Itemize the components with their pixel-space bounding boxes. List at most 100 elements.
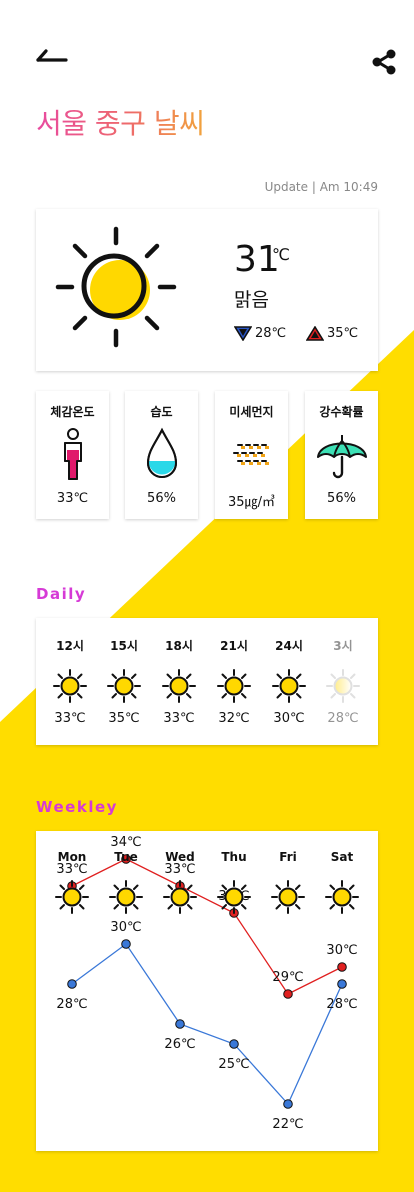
water-drop-icon bbox=[146, 427, 177, 478]
humidity-value: 56% bbox=[147, 491, 176, 506]
weekly-day: Sat bbox=[315, 831, 369, 921]
feels-like-value: 33℃ bbox=[56, 491, 89, 506]
daily-temperature: 30℃ bbox=[273, 711, 305, 726]
back-arrow-icon bbox=[36, 49, 68, 62]
weekly-day: Fri bbox=[261, 831, 315, 921]
low-temperature: 28℃ bbox=[234, 326, 286, 341]
weekly-forecast-card: 33℃34℃33℃32℃29℃30℃28℃30℃26℃25℃22℃28℃ Mon… bbox=[36, 831, 378, 1151]
daily-item: 15시 35℃ bbox=[97, 618, 151, 745]
daily-label: Daily bbox=[36, 585, 87, 603]
back-button[interactable] bbox=[34, 46, 70, 70]
low-temp-point bbox=[121, 939, 131, 949]
low-temp-label: 28℃ bbox=[326, 997, 357, 1012]
daily-time: 21시 bbox=[220, 639, 248, 653]
daily-item: 3시 28℃ bbox=[316, 618, 370, 745]
sun-icon bbox=[107, 669, 141, 703]
daily-time: 18시 bbox=[165, 639, 193, 653]
daily-time: 3시 bbox=[333, 639, 353, 653]
daily-item: 12시 33℃ bbox=[43, 618, 97, 745]
precipitation-card: 강수확률 56% bbox=[305, 391, 378, 519]
daily-time: 15시 bbox=[110, 639, 138, 653]
weekly-day: Thu bbox=[207, 831, 261, 921]
sun-icon bbox=[325, 880, 359, 914]
weekday-label: Thu bbox=[221, 850, 247, 864]
precipitation-value: 56% bbox=[327, 491, 356, 506]
sun-icon bbox=[162, 669, 196, 703]
high-temp-label: 29℃ bbox=[272, 970, 303, 985]
umbrella-icon bbox=[316, 435, 367, 479]
low-temp-point bbox=[229, 1039, 239, 1049]
daily-forecast-card: 12시 33℃ 15시 35℃ 18시 33℃ 21시 32℃ 24시 30℃ 3시 28℃ bbox=[36, 618, 378, 745]
page-title: 서울 중구 날씨 bbox=[36, 102, 205, 142]
low-temp-label: 30℃ bbox=[110, 920, 141, 935]
person-thermometer-icon bbox=[63, 428, 82, 480]
high-temperature: 35℃ bbox=[306, 326, 358, 341]
sun-icon bbox=[55, 880, 89, 914]
sun-icon bbox=[217, 880, 251, 914]
daily-time: 24시 bbox=[275, 639, 303, 653]
update-time: Update | Am 10:49 bbox=[264, 180, 378, 194]
high-temp-label: 34℃ bbox=[110, 835, 141, 850]
weekday-label: Sat bbox=[330, 850, 354, 864]
sun-icon bbox=[271, 880, 305, 914]
weekday-label: Tue bbox=[114, 850, 138, 864]
feels-like-card: 체감온도 33℃ bbox=[36, 391, 109, 519]
fine-dust-title: 미세먼지 bbox=[229, 405, 274, 419]
low-temp-label: 22℃ bbox=[272, 1117, 303, 1132]
high-temp-point bbox=[121, 854, 131, 864]
low-temp-line bbox=[71, 943, 343, 1106]
daily-item: 18시 33℃ bbox=[152, 618, 206, 745]
current-weather-card: 31 ℃ 맑음 28℃ 35℃ bbox=[36, 209, 378, 371]
weekly-day: Mon bbox=[45, 831, 99, 921]
daily-item: 24시 30℃ bbox=[262, 618, 316, 745]
high-temp-label: 33℃ bbox=[164, 862, 195, 877]
high-temperature-value: 35℃ bbox=[327, 326, 359, 341]
low-temp-label: 26℃ bbox=[164, 1037, 195, 1052]
low-temp-label: 28℃ bbox=[56, 997, 87, 1012]
high-temp-label: 33℃ bbox=[56, 862, 87, 877]
low-temperature-value: 28℃ bbox=[255, 326, 287, 341]
daily-temperature: 35℃ bbox=[108, 711, 140, 726]
current-temperature: 31 bbox=[234, 239, 280, 280]
weekly-day: Tue bbox=[99, 831, 153, 921]
high-temp-line bbox=[71, 858, 343, 995]
high-temp-icon bbox=[306, 326, 324, 341]
weekday-label: Wed bbox=[165, 850, 195, 864]
low-temp-point bbox=[175, 1019, 185, 1029]
sun-icon bbox=[272, 669, 306, 703]
sun-icon bbox=[55, 226, 177, 348]
low-temp-point bbox=[337, 979, 347, 989]
sun-icon bbox=[53, 669, 87, 703]
daily-time: 12시 bbox=[56, 639, 84, 653]
sun-icon bbox=[217, 669, 251, 703]
high-temp-point bbox=[337, 962, 347, 972]
sun-icon bbox=[163, 880, 197, 914]
sun-icon bbox=[326, 669, 360, 703]
weekday-label: Mon bbox=[57, 850, 87, 864]
fine-dust-card: 미세먼지 35㎍/㎥ bbox=[215, 391, 288, 519]
low-temp-point bbox=[283, 1099, 293, 1109]
weekly-day: Wed bbox=[153, 831, 207, 921]
feels-like-title: 체감온도 bbox=[50, 405, 95, 419]
low-temp-label: 25℃ bbox=[218, 1057, 249, 1072]
low-temp-point bbox=[67, 979, 77, 989]
sun-icon bbox=[109, 880, 143, 914]
dust-icon bbox=[232, 444, 269, 465]
weekday-label: Fri bbox=[279, 850, 297, 864]
fine-dust-value: 35㎍/㎥ bbox=[228, 495, 275, 510]
share-button[interactable] bbox=[370, 48, 398, 76]
daily-temperature: 33℃ bbox=[54, 711, 86, 726]
daily-temperature: 33℃ bbox=[163, 711, 195, 726]
weekly-label: Weekley bbox=[36, 798, 118, 816]
high-temp-label: 30℃ bbox=[326, 943, 357, 958]
daily-temperature: 32℃ bbox=[218, 711, 250, 726]
share-icon bbox=[372, 49, 396, 75]
high-temp-point bbox=[283, 989, 293, 999]
daily-item: 21시 32℃ bbox=[207, 618, 261, 745]
humidity-card: 습도 56% bbox=[125, 391, 198, 519]
precipitation-title: 강수확률 bbox=[319, 405, 364, 419]
daily-temperature: 28℃ bbox=[327, 711, 359, 726]
temperature-unit: ℃ bbox=[272, 245, 290, 264]
weather-condition: 맑음 bbox=[234, 289, 269, 311]
humidity-title: 습도 bbox=[150, 405, 173, 419]
